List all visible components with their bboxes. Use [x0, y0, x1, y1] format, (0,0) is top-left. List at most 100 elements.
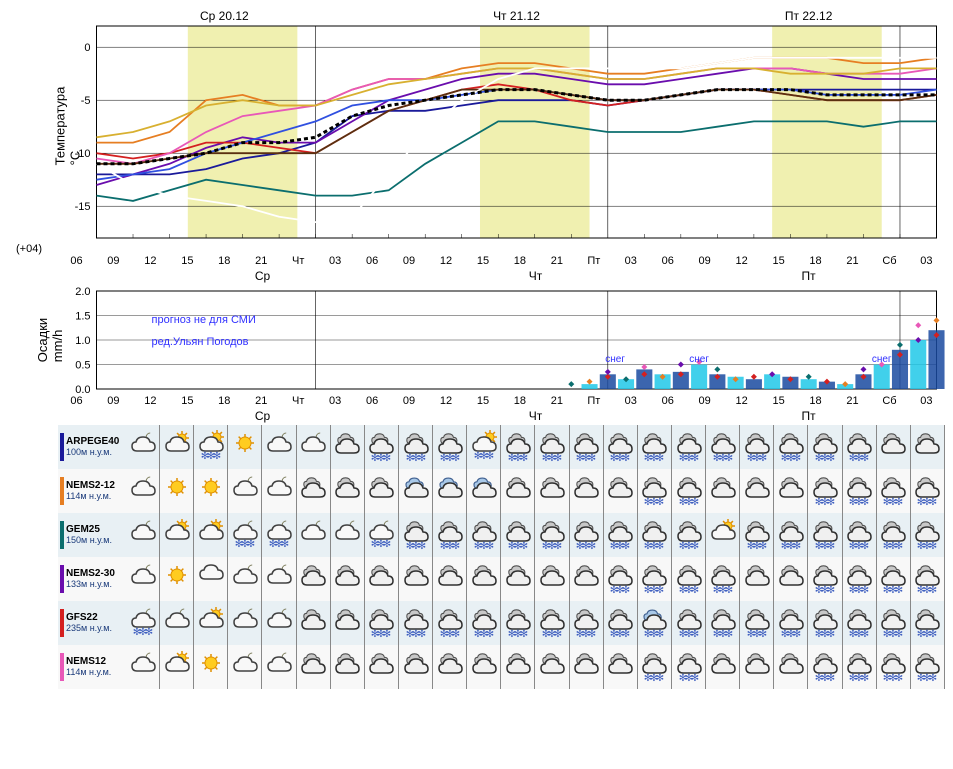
svg-text:Пт 22.12: Пт 22.12 [785, 9, 833, 23]
x-tick: 06 [58, 255, 95, 267]
weather-icon: ✻✻✻ [912, 517, 942, 551]
x-tick: 21 [834, 255, 871, 267]
day-header: Ср [126, 269, 399, 283]
x-tick: 06 [354, 395, 391, 407]
day-header: Чт [399, 409, 672, 423]
weather-icon: ✻✻✻ [537, 605, 567, 639]
svg-text:✻: ✻ [383, 453, 391, 463]
svg-text:✻: ✻ [690, 453, 698, 463]
model-name: GEM25 [66, 524, 100, 535]
svg-text:✻: ✻ [588, 453, 596, 463]
weather-icon [196, 561, 226, 595]
weather-icon-cell [740, 469, 774, 513]
weather-icon [230, 429, 260, 463]
svg-text:✻: ✻ [622, 453, 630, 463]
weather-icon [128, 473, 158, 507]
weather-icon-cell: ✻✻✻ [671, 469, 705, 513]
svg-text:✻: ✻ [554, 541, 562, 551]
svg-text:✻: ✻ [486, 629, 494, 639]
weather-icon-cell [467, 469, 501, 513]
weather-icon: ✻✻✻ [639, 605, 669, 639]
weather-icon [605, 473, 635, 507]
model-elevation: 133м н.у.м. [66, 579, 112, 589]
weather-icon-cell [228, 425, 262, 469]
weather-icon: ✻✻✻ [674, 649, 704, 683]
x-tick: 09 [95, 395, 132, 407]
x-tick: 06 [354, 255, 391, 267]
weather-icon: ✻✻✻ [674, 561, 704, 595]
weather-icon: ✻✻✻ [639, 561, 669, 595]
weather-icon-cell [228, 469, 262, 513]
weather-icon: ✻✻✻ [503, 429, 533, 463]
weather-icon: ✻✻✻ [742, 517, 772, 551]
weather-icon: ✻✻✻ [639, 473, 669, 507]
weather-icon-cell: ✻✻✻ [808, 469, 842, 513]
precip-ylabel: Осадкиmm/h [35, 318, 65, 362]
weather-icon-cell [126, 425, 160, 469]
weather-icon-cell: ✻✻✻ [501, 513, 535, 557]
weather-icon [571, 649, 601, 683]
svg-text:✻: ✻ [861, 453, 869, 463]
weather-icon [264, 605, 294, 639]
weather-icon-cell: ✻✻✻ [398, 513, 432, 557]
weather-icon-cell [398, 469, 432, 513]
weather-icon [230, 561, 260, 595]
weather-icon [298, 561, 328, 595]
svg-text:✻: ✻ [144, 627, 152, 638]
weather-icon-cell: ✻✻✻ [637, 469, 671, 513]
weather-icon [776, 473, 806, 507]
weather-icon: ✻✻✻ [810, 429, 840, 463]
weather-icon [230, 649, 260, 683]
x-tick: 09 [686, 255, 723, 267]
weather-icon [128, 649, 158, 683]
model-elevation: 114м н.у.м. [66, 667, 111, 677]
weather-icon [537, 561, 567, 595]
weather-icon [128, 517, 158, 551]
weather-icon-cell: ✻✻✻ [603, 513, 637, 557]
model-label-cell: NEMS2-12114м н.у.м. [58, 469, 126, 513]
weather-icon: ✻✻✻ [435, 605, 465, 639]
weather-icon [264, 649, 294, 683]
weather-icon: ✻✻✻ [810, 605, 840, 639]
svg-text:✻: ✻ [861, 585, 869, 595]
svg-text:2.0: 2.0 [75, 286, 90, 298]
svg-text:1.0: 1.0 [75, 335, 90, 347]
model-label-cell: GFS22235м н.у.м. [58, 601, 126, 645]
weather-icon [742, 473, 772, 507]
weather-icon [162, 605, 192, 639]
weather-icon-cell [296, 469, 330, 513]
weather-icon: ✻✻✻ [912, 605, 942, 639]
weather-icon-cell: ✻✻✻ [501, 425, 535, 469]
svg-text:✻: ✻ [861, 541, 869, 551]
svg-text:✻: ✻ [861, 497, 869, 507]
weather-icon-cell: ✻✻✻ [535, 601, 569, 645]
svg-text:0: 0 [84, 42, 90, 54]
x-tick: 18 [206, 395, 243, 407]
svg-text:✻: ✻ [827, 541, 835, 551]
weather-icon: ✻✻✻ [776, 429, 806, 463]
svg-text:✻: ✻ [656, 497, 664, 507]
weather-icon: ✻✻✻ [674, 429, 704, 463]
weather-icon: ✻✻✻ [503, 605, 533, 639]
model-row: NEMS12114м н.у.м.✻✻✻✻✻✻✻✻✻✻✻✻✻✻✻✻✻✻ [58, 645, 945, 689]
weather-icon-cell: ✻✻✻ [808, 557, 842, 601]
weather-icon [162, 649, 192, 683]
weather-icon: ✻✻✻ [571, 517, 601, 551]
x-tick: 06 [58, 395, 95, 407]
x-tick: 21 [538, 255, 575, 267]
weather-icon: ✻✻✻ [708, 429, 738, 463]
day-header: Пт [672, 409, 945, 423]
weather-icon-cell: ✻✻✻ [842, 645, 876, 689]
svg-text:-15: -15 [75, 201, 91, 213]
model-row: ARPEGE40100м н.у.м.✻✻✻✻✻✻✻✻✻✻✻✻✻✻✻✻✻✻✻✻✻… [58, 425, 945, 469]
svg-text:✻: ✻ [929, 497, 937, 507]
weather-icon-cell: ✻✻✻ [671, 425, 705, 469]
weather-icon: ✻✻✻ [435, 517, 465, 551]
weather-icon-cell [603, 469, 637, 513]
weather-icon-cell [228, 557, 262, 601]
weather-icon [435, 561, 465, 595]
weather-icon-cell [433, 557, 467, 601]
weather-icon: ✻✻✻ [810, 561, 840, 595]
weather-icon-cell [126, 513, 160, 557]
weather-icon-cell [740, 645, 774, 689]
